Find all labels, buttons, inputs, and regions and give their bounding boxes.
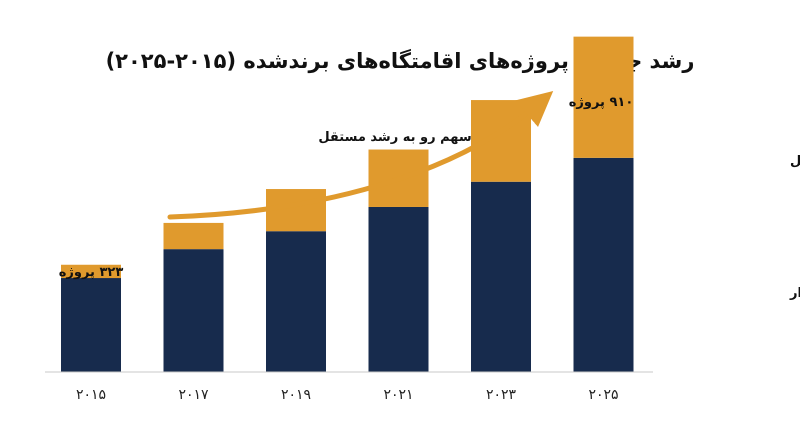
trend-label: سهم رو به رشد مستقل xyxy=(318,130,471,145)
bar-independent-5 xyxy=(573,36,634,158)
x-tick-label: ۲۰۱۷ xyxy=(178,387,209,403)
bar-hotel-1 xyxy=(163,249,224,372)
legend-hotel: توسعه‌های هتل‌دار xyxy=(789,286,800,301)
bar-hotel-5 xyxy=(573,157,634,372)
bar-hotel-3 xyxy=(368,206,429,372)
x-tick-label: ۲۰۱۵ xyxy=(76,387,106,403)
last-total-label: ۹۱۰ پروژه xyxy=(569,95,634,110)
bar-independent-1 xyxy=(163,222,224,250)
bar-hotel-2 xyxy=(266,231,326,372)
bars-group xyxy=(61,36,634,372)
first-total-label: ۳۲۳ پروژه xyxy=(59,265,124,280)
x-tick-label: ۲۰۱۹ xyxy=(281,387,311,403)
x-tick-label: ۲۰۲۱ xyxy=(383,387,413,403)
bar-hotel-0 xyxy=(61,278,121,372)
bar-independent-4 xyxy=(471,100,531,182)
bar-independent-0 xyxy=(61,264,121,279)
x-tick-label: ۲۰۲۳ xyxy=(486,387,517,403)
x-tick-label: ۲۰۲۵ xyxy=(588,387,618,403)
legend-independent: توسعه‌های مستقل xyxy=(790,154,800,169)
x-tick-labels: ۲۰۱۵ ۲۰۱۷ ۲۰۱۹ ۲۰۲۱ ۲۰۲۳ ۲۰۲۵ xyxy=(76,387,619,403)
trend-arrow xyxy=(167,91,554,220)
bar-hotel-4 xyxy=(471,181,531,372)
